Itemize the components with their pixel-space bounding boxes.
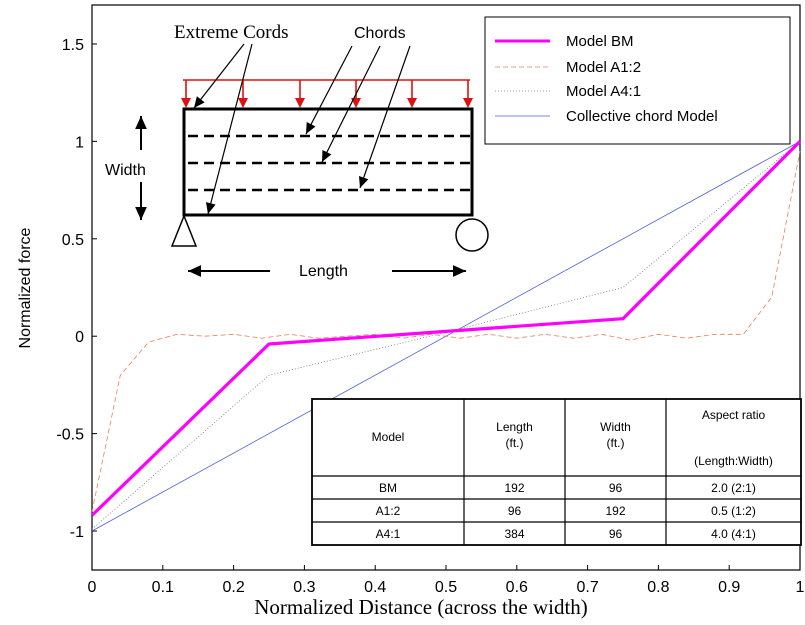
x-tick-label: 0.6 (506, 579, 528, 596)
x-tick-label: 0.7 (576, 579, 598, 596)
annotation-arrowhead (358, 175, 369, 188)
annotation-arrow (359, 45, 411, 189)
annotation-arrowhead (453, 265, 466, 277)
y-tick-label: -1 (70, 524, 84, 541)
x-tick-label: 0.1 (152, 579, 174, 596)
table-frame (311, 398, 802, 546)
load-arrow-head (407, 98, 417, 108)
y-axis-ticks: -1 -0.5 0 0.5 1 1.5 (56, 37, 97, 541)
x-tick-label: 0.9 (718, 579, 740, 596)
y-tick-label: 0 (75, 329, 84, 346)
annotation-arrow (207, 43, 253, 215)
annotation-arrowhead (135, 116, 147, 129)
x-tick-label: 1 (796, 579, 805, 596)
table-header-cell: Width (600, 420, 631, 434)
series-line-model-bm (90, 140, 802, 517)
extreme-cords-label: Extreme Cords (174, 22, 289, 43)
diaphragm-schematic: Extreme Cords Chords Width Length (105, 22, 489, 280)
load-arrows (181, 80, 473, 108)
table-cell: BM (379, 481, 397, 495)
annotation-arrow (305, 45, 353, 135)
y-axis-title: Normalized force (17, 227, 34, 348)
annotation-arrowhead (306, 121, 316, 134)
table-header-cell: (ft.) (607, 436, 625, 450)
x-tick-label: 0 (88, 579, 97, 596)
legend-label-model-a4-1: Model A4:1 (566, 83, 641, 100)
x-axis-title: Normalized Distance (across the width) (254, 595, 588, 619)
table-cell: 384 (504, 527, 524, 541)
annotation-arrow (321, 45, 381, 163)
y-tick-label: 1.5 (62, 37, 84, 54)
legend-label-collective-chord: Collective chord Model (566, 108, 718, 125)
legend-box (484, 16, 791, 145)
y-tick-label: 1 (75, 134, 84, 151)
table-cell: A1:2 (376, 504, 401, 518)
table-cell: 4.0 (4:1) (711, 527, 756, 541)
y-tick-label: -0.5 (56, 427, 84, 444)
annotation-arrow (193, 43, 245, 109)
load-arrow-head (463, 98, 473, 108)
table-cell: 0.5 (1:2) (711, 504, 756, 518)
legend-label-model-bm: Model BM (566, 33, 634, 50)
table-cell: 192 (504, 481, 524, 495)
table-header-cell: (ft.) (506, 436, 524, 450)
table-cell: 2.0 (2:1) (711, 481, 756, 495)
x-tick-label: 0.2 (222, 579, 244, 596)
table-header-cell: Length (496, 420, 533, 434)
width-label: Width (105, 162, 146, 179)
table-cell: 96 (609, 481, 623, 495)
legend: Model BM Model A1:2 Model A4:1 Collectiv… (484, 16, 791, 145)
pointer-arrows (135, 43, 466, 277)
x-tick-label: 0.4 (364, 579, 386, 596)
annotation-arrowhead (194, 96, 205, 108)
load-arrow-head (238, 98, 248, 108)
table-cell: 96 (609, 527, 623, 541)
load-arrow-head (351, 98, 361, 108)
x-axis-ticks: 0 0.1 0.2 0.3 0.4 0.5 0.6 0.7 0.8 0.9 1 (88, 565, 805, 596)
table-cell: A4:1 (376, 527, 401, 541)
pin-support-triangle (170, 213, 198, 247)
table-header-cell: Aspect ratio (702, 408, 766, 422)
y-tick-label: 0.5 (62, 232, 84, 249)
length-label: Length (299, 263, 348, 280)
chords-label: Chords (354, 25, 406, 42)
model-data-table: Model Length (ft.) Width (ft.) Aspect ratio (L… (311, 398, 802, 546)
x-tick-label: 0.8 (647, 579, 669, 596)
table-cell: 96 (508, 504, 522, 518)
series-line-model-a1-2 (91, 151, 801, 512)
annotation-arrowhead (205, 202, 216, 214)
x-tick-label: 0.5 (435, 579, 457, 596)
load-arrow-head (181, 98, 191, 108)
load-arrow-head (295, 98, 305, 108)
series-line-model-a4-1 (91, 141, 801, 530)
table-header-cell: Model (372, 430, 405, 444)
table-cell: 192 (605, 504, 625, 518)
legend-label-model-a1-2: Model A1:2 (566, 59, 641, 76)
x-tick-label: 0.3 (293, 579, 315, 596)
series-layer (90, 140, 802, 532)
annotation-arrowhead (135, 207, 147, 220)
annotation-arrowhead (322, 149, 332, 162)
diaphragm-rectangle (182, 107, 474, 217)
table-header-cell: (Length:Width) (694, 454, 773, 468)
roller-support-circle (455, 218, 489, 252)
annotation-arrowhead (188, 265, 201, 277)
